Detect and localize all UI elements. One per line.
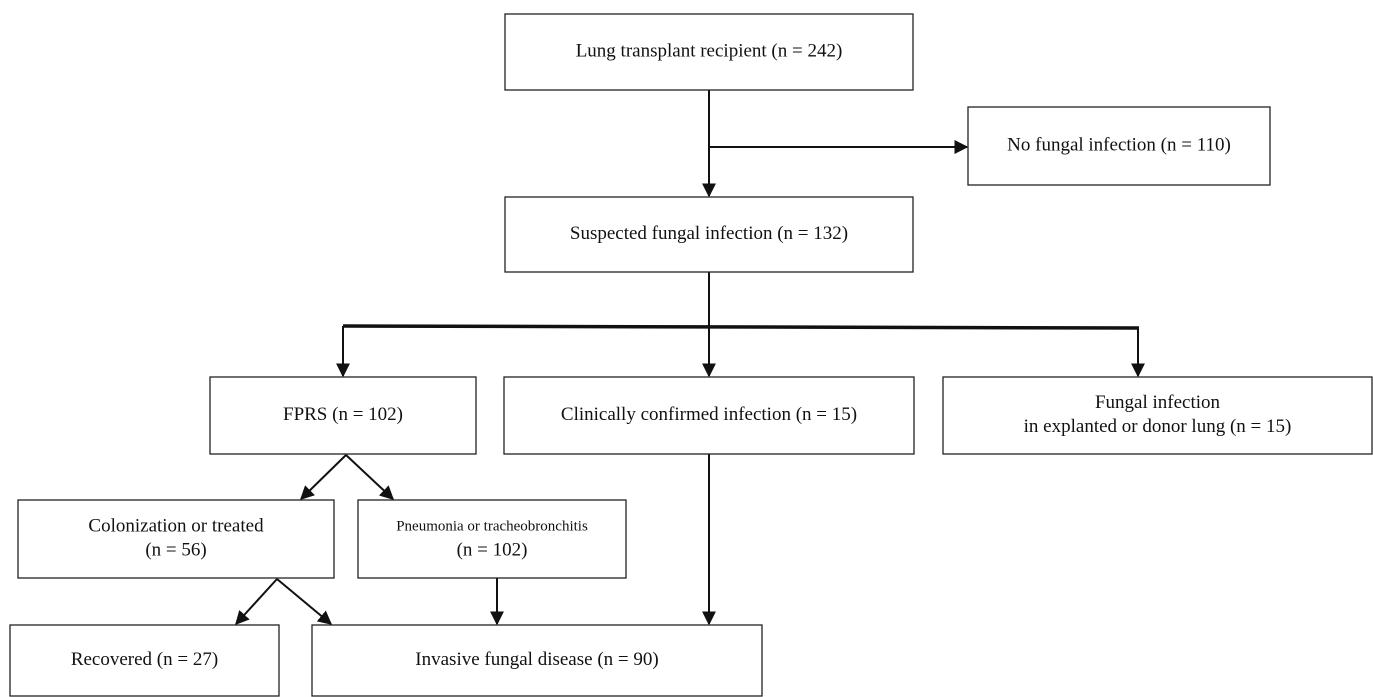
node-box bbox=[503, 376, 915, 455]
node: Fungal infection in explanted or donor lu… bbox=[942, 376, 1373, 455]
node-label: Fungal infection bbox=[1095, 392, 1221, 413]
arrow bbox=[235, 578, 278, 626]
node-box bbox=[311, 624, 763, 697]
node: No fungal infection (n = 110) bbox=[967, 106, 1271, 186]
node: Colonization or treated (n = 56) bbox=[17, 499, 335, 579]
node-label: in explanted or donor lung (n = 15) bbox=[1024, 416, 1292, 437]
arrow bbox=[276, 578, 333, 625]
node-label: Lung transplant recipient (n = 242) bbox=[576, 40, 843, 61]
node: Suspected fungal infection (n = 132) bbox=[504, 196, 914, 273]
node-label: (n = 56) bbox=[145, 539, 206, 560]
node-label: FPRS (n = 102) bbox=[283, 404, 403, 425]
node-label: Colonization or treated bbox=[88, 515, 264, 536]
node-box bbox=[9, 624, 280, 697]
node-label: Suspected fungal infection (n = 132) bbox=[570, 223, 848, 244]
node-box bbox=[504, 196, 914, 273]
node-box bbox=[209, 376, 477, 455]
node-box bbox=[967, 106, 1271, 186]
node-label: Recovered (n = 27) bbox=[71, 649, 218, 670]
node-label: (n = 102) bbox=[457, 539, 528, 560]
node-box bbox=[942, 376, 1373, 455]
node: Invasive fungal disease (n = 90) bbox=[311, 624, 763, 697]
arrow bbox=[345, 454, 395, 500]
line bbox=[342, 324, 1140, 330]
node-label: No fungal infection (n = 110) bbox=[1007, 134, 1231, 155]
node-label: Pneumonia or tracheobronchitis bbox=[396, 518, 588, 534]
node-box bbox=[504, 13, 914, 91]
node-box bbox=[357, 499, 627, 579]
arrow bbox=[299, 454, 347, 500]
node-label: Clinically confirmed infection (n = 15) bbox=[561, 404, 857, 425]
node: FPRS (n = 102) bbox=[209, 376, 477, 455]
node-box bbox=[17, 499, 335, 579]
connectors bbox=[235, 90, 1145, 626]
node: Recovered (n = 27) bbox=[9, 624, 280, 697]
node-label: Invasive fungal disease (n = 90) bbox=[415, 649, 658, 670]
node: Pneumonia or tracheobronchitis (n = 102) bbox=[357, 499, 627, 579]
node: Lung transplant recipient (n = 242) bbox=[504, 13, 914, 91]
node: Clinically confirmed infection (n = 15) bbox=[503, 376, 915, 455]
